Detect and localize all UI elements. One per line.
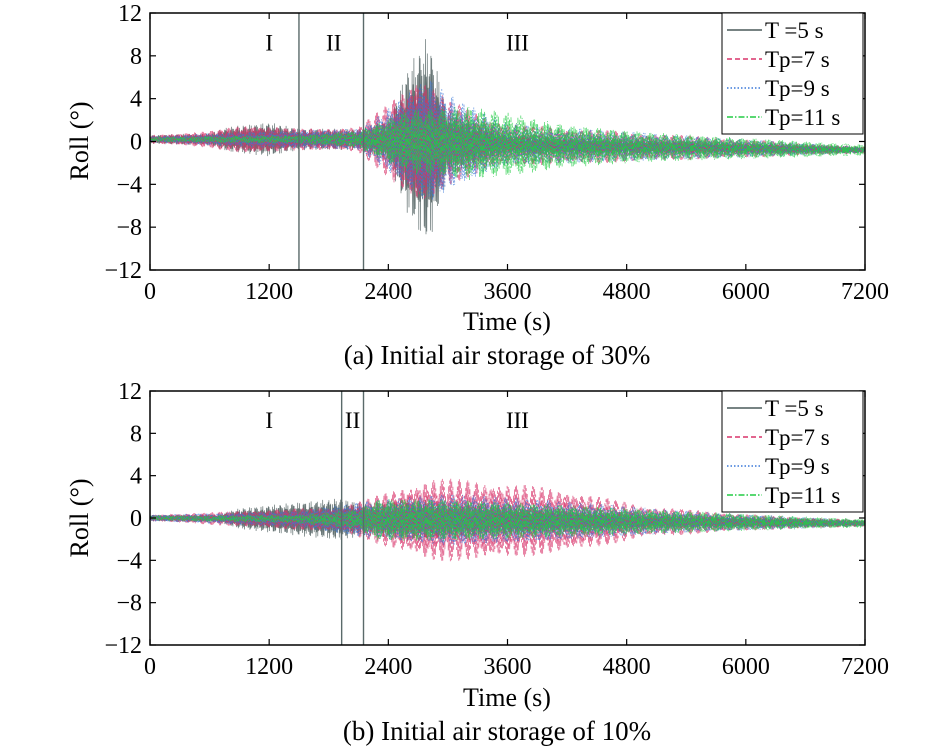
x-tick-label: 3600 [484,279,532,305]
y-tick-label: −8 [116,591,142,617]
x-tick-label: 6000 [722,279,770,305]
x-tick-label: 2400 [364,279,412,305]
stage-labels-a: I II III [265,30,529,55]
series-line-3 [150,80,865,200]
x-tick-label: 1200 [245,654,293,680]
y-tick-label: −8 [116,215,142,241]
y-tick-label: 8 [130,421,142,447]
ticks-a: 0 1200 2400 3600 4800 6000 7200 12 8 4 0 −4 −8 −12 [104,1,889,305]
x-tick-label: 2400 [364,654,412,680]
y-tick-label: 8 [130,44,142,70]
stage-labels-b: I II III [265,408,529,433]
y-tick-label: 4 [130,464,142,490]
legend-entry-4: Tp=11 s [765,483,840,508]
legend-entry-4: Tp=11 s [765,105,840,130]
y-tick-label: 0 [130,130,142,156]
legend-entry-2: Tp=7 s [765,47,830,72]
legend-box-a [721,12,864,135]
y-tick-label: 0 [130,506,142,532]
stage-label: I [265,30,273,55]
legend-a: T =5 s Tp=7 s Tp=9 s Tp=11 s [721,12,864,135]
stage-label: III [506,30,529,55]
series-line-4 [150,106,865,181]
x-tick-label: 0 [144,654,156,680]
legend-entry-2: Tp=7 s [765,425,830,450]
series-layer-b [150,478,865,562]
x-tick-label: 7200 [841,654,889,680]
legend-entry-3: Tp=9 s [765,76,830,101]
ticks-b: 0 1200 2400 3600 4800 6000 7200 12 8 4 0 −4 −8 −12 [104,379,889,680]
y-tick-label: −4 [116,172,142,198]
legend-box-b [721,390,864,513]
series-line-4 [150,498,865,542]
stage-boundaries-b [340,391,365,645]
stage-label: I [265,408,273,433]
caption-b: (b) Initial air storage of 10% [343,716,651,746]
x-axis-title-b: Time (s) [463,683,551,712]
stage-label: II [326,30,341,55]
y-axis-title-b: Roll (°) [65,478,94,557]
stage-label: II [345,408,360,433]
stage-label: III [506,408,529,433]
x-tick-label: 3600 [484,654,532,680]
x-tick-label: 0 [144,279,156,305]
x-tick-label: 1200 [245,279,293,305]
y-tick-label: 4 [130,87,142,113]
y-axis-title-a: Roll (°) [65,101,94,180]
legend-entry-1: T =5 s [765,396,824,421]
x-tick-label: 4800 [603,279,651,305]
y-tick-label: −12 [104,633,142,659]
y-tick-label: 12 [118,379,142,405]
legend-entry-3: Tp=9 s [765,454,830,479]
caption-a: (a) Initial air storage of 30% [344,340,651,370]
y-tick-label: −12 [104,258,142,284]
x-tick-label: 4800 [603,654,651,680]
series-layer-a [150,39,865,235]
legend-entry-1: T =5 s [765,18,824,43]
y-tick-label: 12 [118,1,142,27]
x-tick-label: 6000 [722,654,770,680]
y-tick-label: −4 [116,548,142,574]
x-axis-title-a: Time (s) [463,307,551,336]
stage-boundaries-a [298,13,365,270]
x-tick-label: 7200 [841,279,889,305]
legend-b: T =5 s Tp=7 s Tp=9 s Tp=11 s [721,390,864,513]
